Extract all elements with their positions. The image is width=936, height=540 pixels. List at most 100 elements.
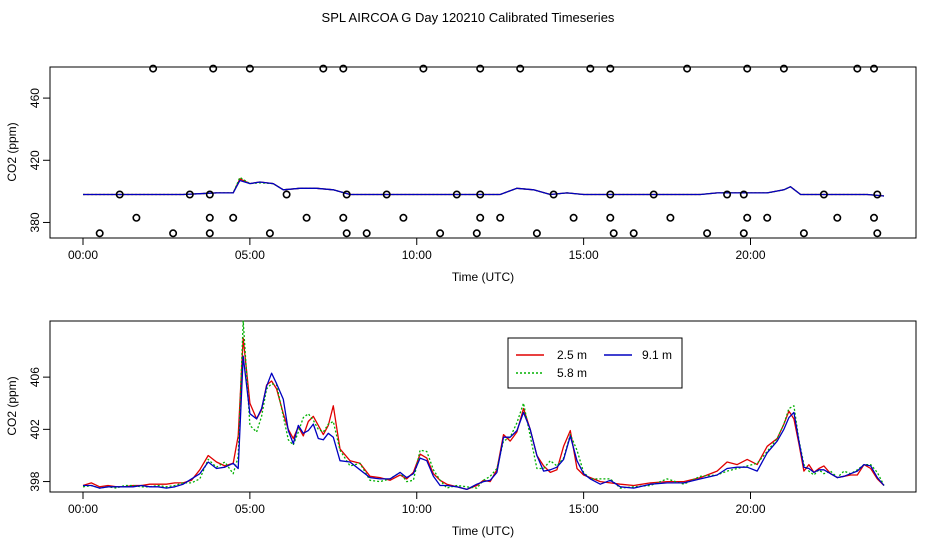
calibration-point — [606, 213, 615, 222]
top-x-tick-label: 20:00 — [735, 248, 765, 262]
bottom-x-axis: 00:00 05:00 10:00 15:00 20:00 — [68, 492, 766, 516]
bottom-y-tick-label: 402 — [28, 419, 42, 439]
calibration-point — [799, 229, 808, 238]
calibration-point — [419, 64, 428, 73]
calibration-point — [209, 64, 218, 73]
legend-label-5-8m: 5.8 m — [557, 366, 587, 380]
calibration-point — [319, 64, 328, 73]
calibration-point — [342, 229, 351, 238]
top-x-tick-label: 05:00 — [235, 248, 265, 262]
calibration-point — [115, 190, 124, 199]
top-y-axis-label: CO2 (ppm) — [5, 122, 19, 181]
calibration-point — [743, 64, 752, 73]
calibration-point — [339, 64, 348, 73]
bottom-plot-frame — [49, 320, 917, 493]
calibration-point — [496, 213, 505, 222]
calibration-point — [606, 190, 615, 199]
calibration-point — [666, 213, 675, 222]
calibration-point — [586, 64, 595, 73]
calibration-point — [149, 64, 158, 73]
top-y-axis: 380 420 460 — [28, 88, 50, 232]
top-series-lines — [83, 176, 885, 197]
calibration-point — [516, 64, 525, 73]
calibration-point — [779, 64, 788, 73]
bottom-y-axis: 398 402 406 — [28, 367, 50, 492]
calibration-point — [869, 64, 878, 73]
top-x-tick-label: 15:00 — [569, 248, 599, 262]
calibration-point — [339, 213, 348, 222]
calibration-point — [472, 229, 481, 238]
top-x-axis-label: Time (UTC) — [452, 270, 514, 284]
calibration-point — [532, 229, 541, 238]
top-line-91m — [83, 179, 885, 197]
calibration-point — [185, 190, 194, 199]
bottom-series-lines — [82, 320, 885, 491]
calibration-point — [869, 213, 878, 222]
calibration-point — [569, 213, 578, 222]
top-y-tick-label: 380 — [28, 212, 42, 232]
top-x-axis: 00:00 05:00 10:00 15:00 20:00 — [68, 238, 766, 262]
calibration-point — [205, 229, 214, 238]
legend: 2.5 m 5.8 m 9.1 m — [507, 337, 683, 389]
calibration-point — [265, 229, 274, 238]
calibration-point — [763, 213, 772, 222]
calibration-point — [476, 213, 485, 222]
calibration-point — [549, 190, 558, 199]
legend-box — [507, 337, 683, 389]
calibration-point — [606, 64, 615, 73]
calibration-point — [245, 64, 254, 73]
top-plot-frame — [49, 66, 917, 239]
bottom-x-tick-label: 10:00 — [402, 502, 432, 516]
top-y-tick-label: 420 — [28, 150, 42, 170]
calibration-point — [683, 64, 692, 73]
calibration-point — [609, 229, 618, 238]
calibration-point — [739, 190, 748, 199]
calibration-point — [833, 213, 842, 222]
series-line-25m — [82, 337, 885, 491]
top-calibration-points — [95, 64, 882, 238]
bottom-x-tick-label: 00:00 — [68, 502, 98, 516]
bottom-x-tick-label: 15:00 — [569, 502, 599, 516]
bottom-y-tick-label: 406 — [28, 367, 42, 387]
bottom-y-tick-label: 398 — [28, 471, 42, 491]
bottom-x-tick-label: 20:00 — [735, 502, 765, 516]
top-x-tick-label: 10:00 — [402, 248, 432, 262]
series-line-91m — [83, 355, 885, 491]
calibration-point — [723, 190, 732, 199]
calibration-point — [302, 213, 311, 222]
calibration-point — [229, 213, 238, 222]
calibration-point — [452, 190, 461, 199]
legend-label-9-1m: 9.1 m — [642, 348, 672, 362]
calibration-point — [476, 190, 485, 199]
calibration-point — [629, 229, 638, 238]
calibration-panel: 00:00 05:00 10:00 15:00 20:00 380 420 460 Time… — [5, 64, 917, 284]
calibration-point — [399, 213, 408, 222]
timeseries-panel: 00:00 05:00 10:00 15:00 20:00 398 402 406 Time… — [5, 320, 917, 538]
calibration-point — [739, 229, 748, 238]
calibration-point — [873, 190, 882, 199]
legend-label-2-5m: 2.5 m — [557, 348, 587, 362]
series-line-58m — [82, 320, 885, 489]
calibration-point — [873, 229, 882, 238]
calibration-point — [342, 190, 351, 199]
calibration-point — [169, 229, 178, 238]
calibration-point — [436, 229, 445, 238]
calibration-point — [819, 190, 828, 199]
calibration-point — [649, 190, 658, 199]
calibration-point — [476, 64, 485, 73]
bottom-y-axis-label: CO2 (ppm) — [5, 376, 19, 435]
calibration-point — [362, 229, 371, 238]
calibration-point — [95, 229, 104, 238]
figure-title: SPL AIRCOA G Day 120210 Calibrated Times… — [322, 10, 615, 25]
calibration-point — [853, 64, 862, 73]
bottom-x-tick-label: 05:00 — [235, 502, 265, 516]
top-x-tick-label: 00:00 — [68, 248, 98, 262]
calibration-point — [743, 213, 752, 222]
bottom-x-axis-label: Time (UTC) — [452, 524, 514, 538]
calibration-point — [703, 229, 712, 238]
calibration-point — [132, 213, 141, 222]
calibration-point — [382, 190, 391, 199]
calibration-point — [205, 213, 214, 222]
calibration-point — [282, 190, 291, 199]
